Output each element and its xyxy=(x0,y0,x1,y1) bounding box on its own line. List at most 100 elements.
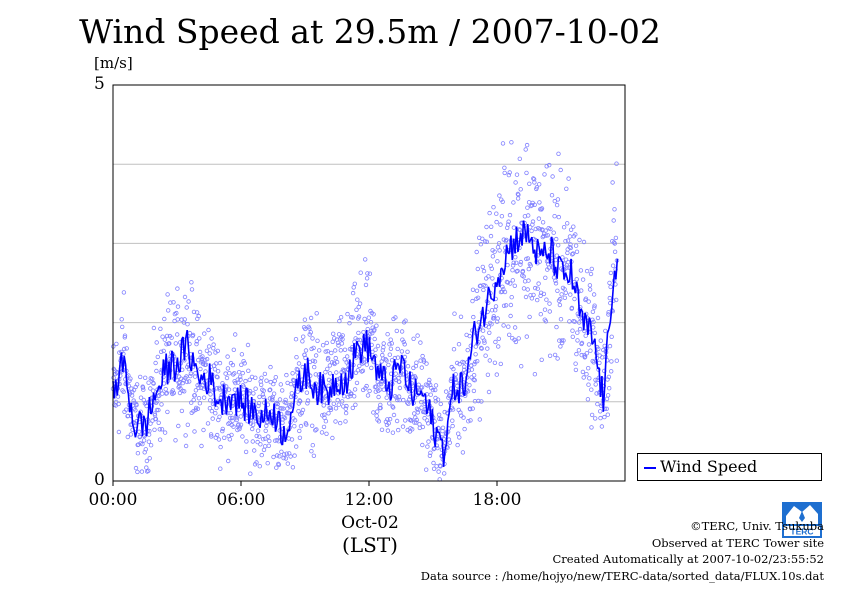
scatter-point xyxy=(148,421,153,426)
scatter-point xyxy=(257,394,262,400)
scatter-point xyxy=(164,342,169,347)
scatter-point xyxy=(255,428,261,433)
scatter-point xyxy=(317,348,322,353)
scatter-point xyxy=(613,235,619,241)
scatter-point xyxy=(574,351,579,357)
scatter-point xyxy=(510,263,516,268)
series-line-segment xyxy=(124,364,128,388)
scatter-point xyxy=(482,340,487,345)
credits-block: ©TERC, Univ. Tsukuba Observed at TERC To… xyxy=(421,518,824,584)
series-line-segment xyxy=(116,382,120,396)
scatter-point xyxy=(494,219,499,225)
scatter-point xyxy=(556,151,561,156)
scatter-point xyxy=(604,406,609,411)
series-line-segment xyxy=(256,422,260,426)
scatter-point xyxy=(162,337,167,342)
scatter-point xyxy=(197,401,203,406)
scatter-point xyxy=(395,346,400,352)
scatter-point xyxy=(457,361,462,367)
scatter-point xyxy=(493,304,499,309)
series-line-segment xyxy=(531,237,535,254)
scatter-point xyxy=(300,407,306,413)
scatter-point xyxy=(266,434,271,439)
scatter-point xyxy=(211,346,216,351)
scatter-point xyxy=(583,296,589,301)
series-line-segment xyxy=(313,382,317,387)
scatter-point xyxy=(327,363,333,368)
series-line-segment xyxy=(470,331,474,350)
series-line-segment xyxy=(588,317,592,324)
scatter-point xyxy=(612,241,617,246)
credit-copyright: ©TERC, Univ. Tsukuba xyxy=(690,519,824,533)
scatter-point xyxy=(468,407,473,412)
scatter-point xyxy=(268,364,273,370)
scatter-point xyxy=(389,341,394,346)
scatter-point xyxy=(298,423,304,429)
scatter-point xyxy=(356,330,361,336)
scatter-point xyxy=(537,259,542,264)
scatter-point xyxy=(513,339,519,345)
scatter-point xyxy=(198,366,203,372)
series-line-segment xyxy=(391,367,394,397)
scatter-point xyxy=(270,397,275,403)
scatter-point xyxy=(460,450,466,455)
scatter-point xyxy=(380,356,386,361)
scatter-point xyxy=(230,362,236,368)
scatter-point xyxy=(179,317,184,322)
scatter-point xyxy=(403,418,408,423)
scatter-point xyxy=(426,439,431,444)
scatter-point xyxy=(574,249,580,254)
scatter-point xyxy=(610,180,615,185)
scatter-point xyxy=(159,427,165,432)
scatter-point xyxy=(307,332,312,337)
scatter-point xyxy=(161,374,166,380)
scatter-point xyxy=(508,281,513,286)
scatter-point xyxy=(225,458,231,464)
scatter-point xyxy=(452,311,457,316)
scatter-point xyxy=(438,401,443,407)
series-line-segment xyxy=(325,387,329,392)
scatter-point xyxy=(488,233,494,239)
scatter-point xyxy=(495,259,500,264)
series-line-segment xyxy=(283,425,287,442)
series-line-segment xyxy=(169,350,173,380)
scatter-point xyxy=(350,405,355,411)
series-line-segment xyxy=(260,410,264,423)
scatter-point xyxy=(155,399,160,404)
scatter-point xyxy=(428,450,433,455)
scatter-point xyxy=(211,342,216,347)
scatter-point xyxy=(194,341,199,347)
series-line-segment xyxy=(148,396,152,415)
scatter-point xyxy=(356,304,361,310)
series-line-segment xyxy=(382,365,386,369)
series-line-segment xyxy=(426,408,429,415)
scatter-point xyxy=(137,374,143,380)
scatter-point xyxy=(409,418,414,423)
grid-lines xyxy=(112,163,625,486)
scatter-point xyxy=(610,263,616,268)
scatter-point xyxy=(239,352,245,357)
series-line-segment xyxy=(575,281,579,290)
series-line-segment xyxy=(350,377,353,380)
scatter-point xyxy=(336,402,341,407)
scatter-point xyxy=(237,426,242,432)
scatter-point xyxy=(472,378,477,383)
scatter-point xyxy=(480,328,486,333)
series-line-segment xyxy=(349,359,352,379)
scatter-point xyxy=(497,193,502,198)
scatter-point xyxy=(433,387,438,393)
scatter-point xyxy=(261,388,266,393)
scatter-point xyxy=(568,292,573,297)
scatter-point xyxy=(399,329,405,334)
scatter-point xyxy=(438,464,443,469)
scatter-point xyxy=(261,447,267,453)
scatter-point xyxy=(461,415,466,420)
scatter-point xyxy=(135,451,141,456)
scatter-point xyxy=(297,435,303,440)
scatter-point xyxy=(283,456,289,461)
scatter-point xyxy=(412,411,417,416)
scatter-point xyxy=(175,286,180,291)
scatter-point xyxy=(558,344,563,349)
scatter-point xyxy=(378,405,383,411)
scatter-point xyxy=(609,369,614,374)
